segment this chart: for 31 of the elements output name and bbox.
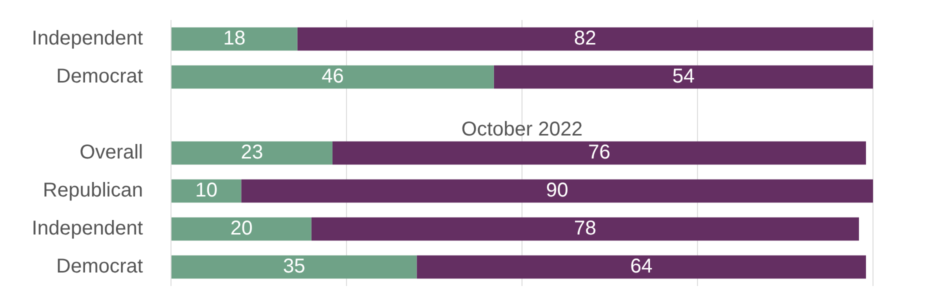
data-label: 76 (588, 142, 610, 164)
data-label: 10 (195, 180, 218, 202)
data-label: 46 (322, 66, 344, 88)
y-tick-label: Democrat (56, 66, 144, 88)
bar (172, 255, 417, 279)
y-tick-label: Independent (32, 218, 144, 240)
data-label: 18 (223, 28, 246, 50)
data-label: 35 (282, 256, 306, 278)
bar (494, 65, 873, 89)
y-tick-label: Republican (42, 180, 143, 202)
bar (172, 217, 312, 241)
bar (311, 217, 859, 241)
annotation: October 2022 (461, 118, 583, 141)
data-label: 54 (672, 66, 695, 88)
data-label: 78 (574, 218, 596, 240)
bar (172, 27, 298, 51)
data-label: 82 (574, 28, 596, 50)
data-label: 23 (240, 142, 264, 164)
bar (416, 255, 866, 279)
data-label: 90 (546, 180, 568, 202)
data-label: 20 (230, 218, 253, 240)
bar (172, 65, 494, 89)
bar (172, 141, 332, 165)
y-tick-label: Democrat (56, 256, 144, 278)
bar (172, 179, 242, 203)
bar (332, 141, 866, 165)
bar (241, 179, 873, 203)
y-tick-label: Independent (32, 28, 144, 50)
data-label: 64 (630, 256, 652, 278)
y-tick-label: Overall (80, 142, 143, 164)
bar (297, 27, 873, 51)
